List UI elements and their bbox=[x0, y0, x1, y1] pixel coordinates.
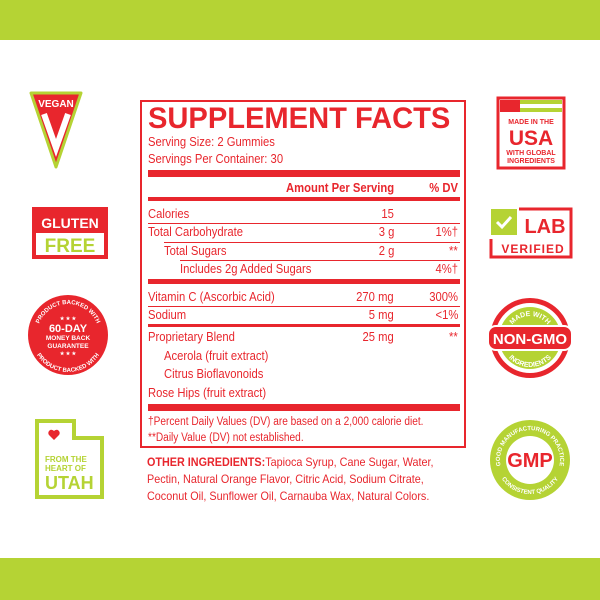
row-name: Acerola (fruit extract) bbox=[164, 349, 269, 363]
gmp-main-text: GMP bbox=[507, 450, 553, 472]
utah-line2: HEART OF bbox=[45, 464, 86, 473]
facts-title: SUPPLEMENT FACTS bbox=[148, 102, 451, 135]
other-ingredients-line2: Pectin, Natural Orange Flavor, Citric Ac… bbox=[147, 472, 424, 486]
serving-size: Serving Size: 2 Gummies bbox=[148, 135, 275, 149]
row-amount: 15 bbox=[381, 207, 394, 221]
vegan-text: VEGAN bbox=[38, 99, 74, 110]
checkmark-icon bbox=[495, 215, 513, 230]
footnote-dv: †Percent Daily Values (DV) are based on … bbox=[148, 416, 424, 428]
row-name: Includes 2g Added Sugars bbox=[180, 262, 312, 276]
row-dv: 1%† bbox=[435, 225, 458, 239]
usa-line3: WITH GLOBAL bbox=[506, 150, 556, 157]
usa-line1: MADE IN THE bbox=[508, 119, 554, 126]
divider bbox=[148, 306, 460, 307]
row-name: Calories bbox=[148, 207, 190, 221]
gluten-text: GLUTEN bbox=[41, 215, 99, 231]
other-ingredients-line1: Tapioca Syrup, Cane Sugar, Water, bbox=[265, 455, 434, 469]
divider bbox=[148, 223, 460, 224]
verified-text: VERIFIED bbox=[501, 242, 564, 256]
row-dv: 4%† bbox=[435, 262, 458, 276]
row-name: Sodium bbox=[148, 308, 187, 322]
stars-top-icon: ★ ★ ★ bbox=[60, 316, 77, 322]
footnote-not-established: **Daily Value (DV) not established. bbox=[148, 432, 304, 444]
row-dv: <1% bbox=[435, 308, 458, 322]
stars-bottom-icon: ★ ★ ★ bbox=[60, 351, 77, 357]
money-line3: GUARANTEE bbox=[47, 343, 89, 350]
row-name: Rose Hips (fruit extract) bbox=[148, 386, 267, 400]
vegan-badge: VEGAN bbox=[29, 91, 83, 169]
row-name: Citrus Bioflavonoids bbox=[164, 367, 264, 381]
gluten-free-badge: GLUTEN FREE bbox=[32, 207, 108, 259]
utah-line3: UTAH bbox=[45, 473, 94, 493]
gmo-main-text: NON-GMO bbox=[493, 331, 567, 348]
row-amount: 3 g bbox=[378, 225, 394, 239]
header-dv: % DV bbox=[429, 181, 458, 195]
divider bbox=[148, 404, 460, 411]
top-green-band bbox=[0, 0, 600, 40]
money-back-badge: PRODUCT BACKED WITH PRODUCT BACKED WITH … bbox=[28, 295, 108, 375]
divider bbox=[180, 260, 460, 261]
bottom-green-band bbox=[0, 558, 600, 600]
free-text: FREE bbox=[45, 236, 96, 257]
row-dv: ** bbox=[449, 244, 458, 258]
lab-text: LAB bbox=[524, 216, 565, 238]
utah-badge: FROM THE HEART OF UTAH bbox=[35, 419, 104, 499]
lab-verified-badge: LAB VERIFIED bbox=[489, 207, 573, 259]
header-amount: Amount Per Serving bbox=[285, 181, 394, 195]
row-amount: 5 mg bbox=[368, 308, 394, 322]
utah-line1: FROM THE bbox=[45, 455, 87, 464]
usa-line2: USA bbox=[509, 127, 553, 150]
row-amount: 270 mg bbox=[356, 290, 394, 304]
row-name: Total Sugars bbox=[164, 244, 227, 258]
divider bbox=[148, 170, 460, 177]
row-amount: 2 g bbox=[378, 244, 394, 258]
row-dv: ** bbox=[449, 330, 458, 344]
gmp-badge: GOOD MANUFACTURING PRACTICE CONSISTENT Q… bbox=[490, 420, 570, 500]
servings-per-container: Servings Per Container: 30 bbox=[148, 152, 284, 166]
row-name: Proprietary Blend bbox=[148, 330, 235, 344]
usa-line4: INGREDIENTS bbox=[507, 158, 555, 165]
money-days: 60-DAY bbox=[49, 323, 88, 335]
non-gmo-badge: MADE WITH INGREDIENTS NON-GMO bbox=[487, 298, 573, 378]
row-name: Total Carbohydrate bbox=[148, 225, 244, 239]
supplement-facts-panel: SUPPLEMENT FACTS Serving Size: 2 Gummies… bbox=[140, 100, 466, 448]
made-in-usa-badge: MADE IN THE USA WITH GLOBAL INGREDIENTS bbox=[496, 96, 566, 170]
divider bbox=[148, 279, 460, 284]
row-name: Vitamin C (Ascorbic Acid) bbox=[148, 290, 275, 304]
other-ingredients-line3: Coconut Oil, Sunflower Oil, Carnauba Wax… bbox=[147, 489, 430, 503]
divider bbox=[164, 242, 460, 243]
divider bbox=[148, 197, 460, 201]
row-dv: 300% bbox=[429, 290, 458, 304]
heart-icon bbox=[48, 429, 60, 440]
row-amount: 25 mg bbox=[362, 330, 394, 344]
money-line2: MONEY BACK bbox=[46, 335, 91, 342]
other-ingredients: OTHER INGREDIENTS:Tapioca Syrup, Cane Su… bbox=[147, 454, 435, 505]
divider bbox=[148, 324, 460, 327]
other-ingredients-label: OTHER INGREDIENTS: bbox=[147, 455, 266, 469]
